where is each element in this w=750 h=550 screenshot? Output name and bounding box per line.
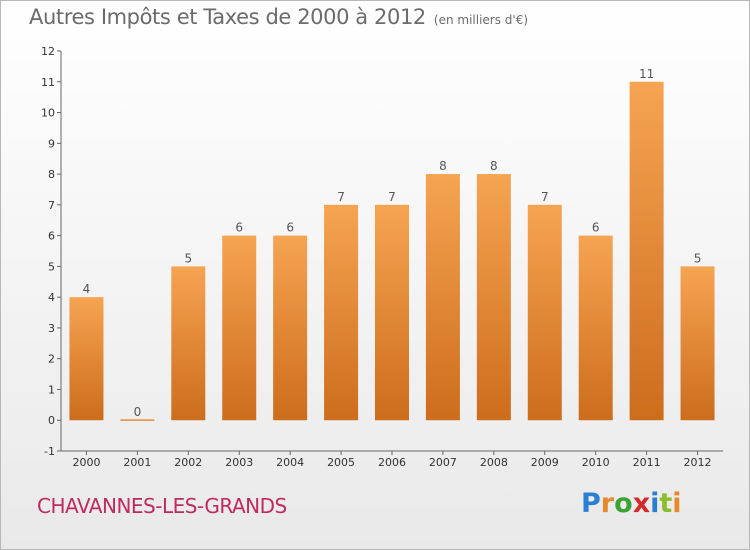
bar — [476, 174, 511, 421]
logo-letter: r — [600, 488, 615, 519]
bar-value-label: 7 — [337, 190, 345, 204]
bar-value-label: 7 — [388, 190, 396, 204]
x-tick-label: 2010 — [582, 456, 610, 469]
logo-letter: o — [614, 488, 633, 519]
logo-letter: i — [650, 488, 660, 519]
bar — [69, 297, 104, 421]
bar — [375, 204, 409, 421]
chart-unit: (en milliers d'€) — [433, 13, 529, 27]
y-tick-label: 1 — [48, 383, 55, 396]
chart-title: Autres Impôts et Taxes de 2000 à 2012 — [29, 5, 426, 29]
x-tick-label: 2004 — [276, 456, 304, 469]
bar — [425, 174, 460, 421]
x-tick-label: 2011 — [633, 456, 661, 469]
bar-value-label: 8 — [490, 159, 498, 173]
y-tick-label: 7 — [48, 199, 55, 212]
x-tick-label: 2007 — [429, 456, 457, 469]
x-tick-label: 2008 — [480, 456, 508, 469]
bar — [629, 81, 664, 421]
x-tick-label: 2005 — [327, 456, 355, 469]
bar-value-label: 0 — [134, 405, 142, 419]
y-tick-label: -1 — [44, 445, 55, 458]
y-tick-label: 8 — [48, 168, 55, 181]
logo-letter: i — [672, 488, 682, 519]
bar — [273, 235, 308, 421]
bar — [578, 235, 613, 421]
y-tick-label: 3 — [48, 322, 55, 335]
bar — [120, 419, 155, 421]
y-tick-label: 4 — [48, 291, 55, 304]
y-tick-label: 0 — [48, 414, 55, 427]
proxiti-logo: Proxiti — [581, 488, 682, 519]
x-tick-label: 2003 — [225, 456, 253, 469]
logo-letter: t — [659, 488, 673, 519]
x-tick-label: 2000 — [72, 456, 100, 469]
logo-letter: x — [632, 488, 651, 519]
bar — [680, 266, 715, 421]
logo-letter: P — [581, 488, 601, 519]
bar-value-label: 5 — [694, 251, 702, 265]
y-tick-label: 6 — [48, 230, 55, 243]
y-tick-label: 12 — [41, 45, 55, 58]
commune-name: CHAVANNES-LES-GRANDS — [37, 494, 287, 518]
x-tick-label: 2006 — [378, 456, 406, 469]
bar — [527, 204, 562, 421]
bar — [171, 266, 206, 421]
y-tick-label: 5 — [48, 260, 55, 273]
chart-title-block: Autres Impôts et Taxes de 2000 à 2012 (en… — [29, 5, 528, 29]
y-tick-label: 11 — [41, 76, 55, 89]
bar-value-label: 7 — [541, 190, 549, 204]
x-tick-label: 2002 — [174, 456, 202, 469]
x-tick-label: 2009 — [531, 456, 559, 469]
y-tick-label: 10 — [41, 107, 55, 120]
y-tick-label: 2 — [48, 353, 55, 366]
bar-value-label: 6 — [235, 221, 243, 235]
bar-value-label: 4 — [83, 282, 91, 296]
x-tick-label: 2012 — [684, 456, 712, 469]
bar-value-label: 8 — [439, 159, 447, 173]
bar — [222, 235, 257, 421]
bar-value-label: 5 — [184, 251, 192, 265]
bar-value-label: 6 — [592, 221, 600, 235]
y-tick-label: 9 — [48, 137, 55, 150]
bar — [324, 204, 359, 421]
bar-value-label: 11 — [639, 67, 654, 81]
bar-value-label: 6 — [286, 221, 294, 235]
x-tick-label: 2001 — [123, 456, 151, 469]
